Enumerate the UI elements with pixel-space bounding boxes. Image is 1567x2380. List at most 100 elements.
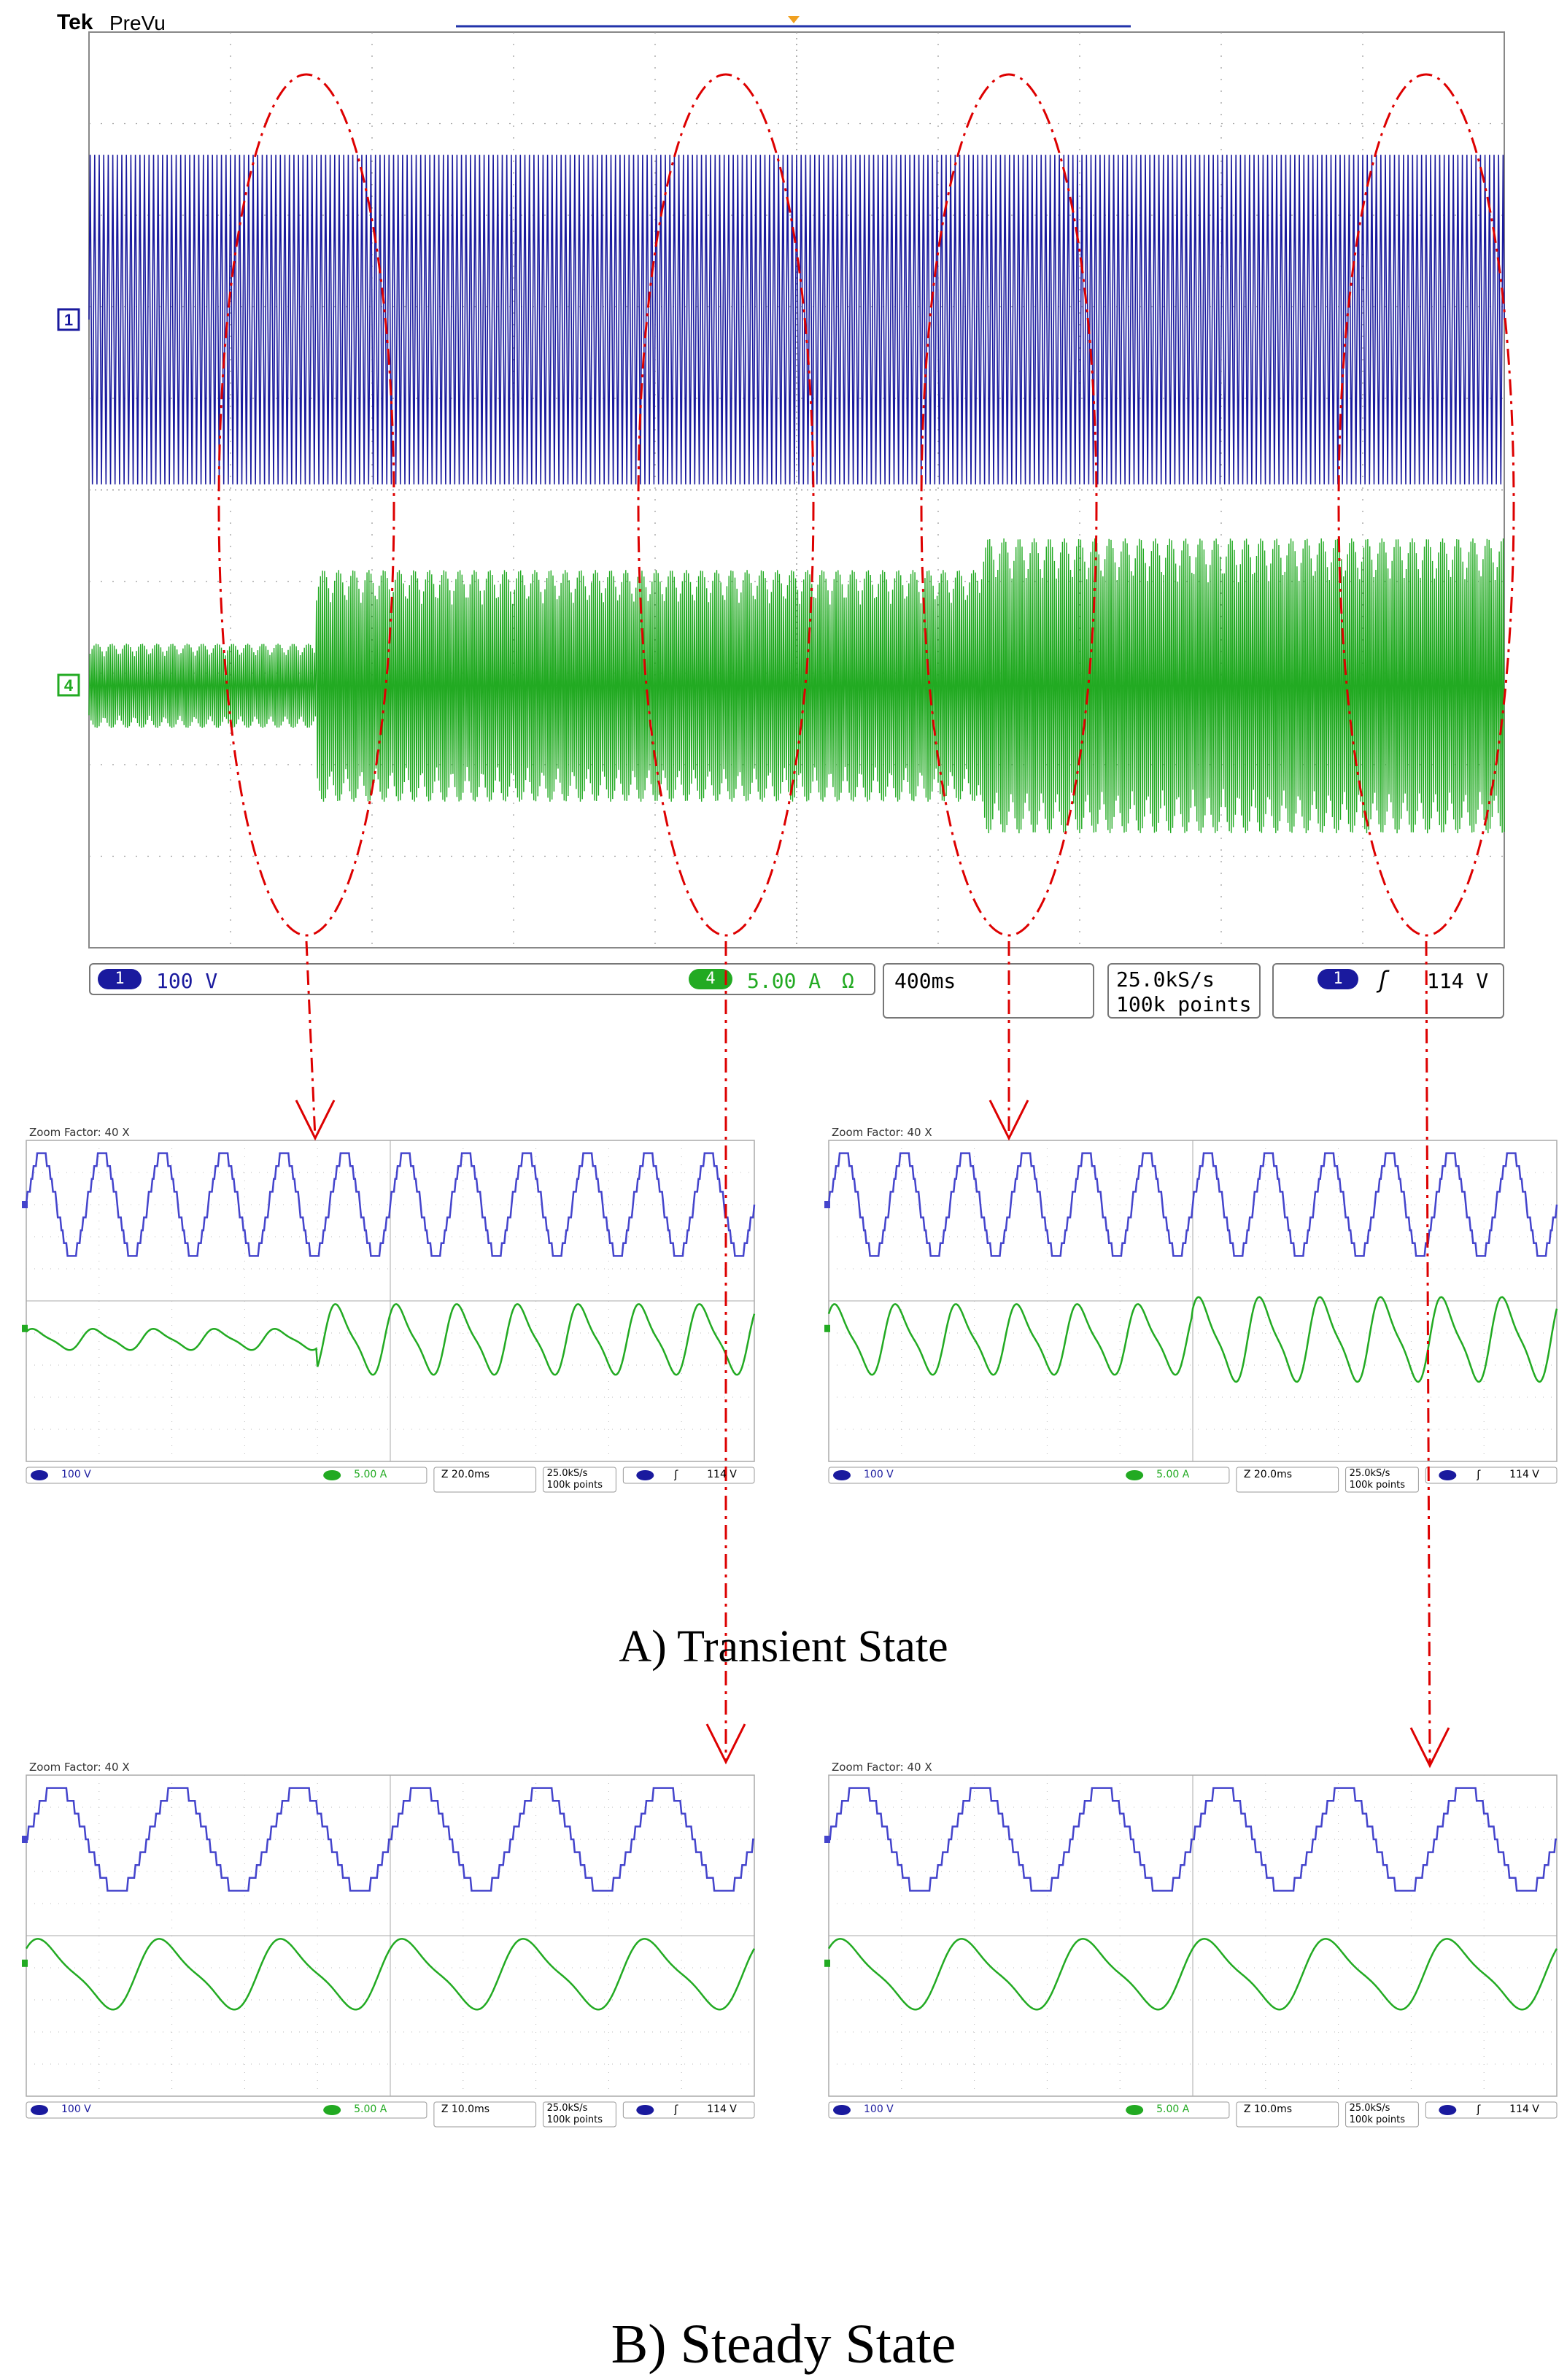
zoom-ch4-scale: 5.00 A	[1156, 2103, 1190, 2115]
ch1-scale: 100 V	[156, 969, 218, 993]
zoom-ch1-badge	[833, 2105, 851, 2115]
zoom-panel-4	[824, 1774, 1558, 2128]
zoom-ch4-marker	[824, 1959, 830, 1967]
trigger-level: 114 V	[1427, 969, 1489, 993]
zoom-ch1-marker	[22, 1836, 28, 1843]
zoom-sample-rate: 25.0kS/s	[546, 1468, 588, 1479]
trigger-channel-badge: 1	[1318, 969, 1358, 989]
zoom-ch1-trace	[25, 1152, 756, 1257]
ch4-badge: 4	[689, 969, 732, 989]
zoom-sample-rate: 25.0kS/s	[1349, 1468, 1390, 1479]
zoom-ch1-scale: 100 V	[61, 1469, 91, 1480]
zoom-ch1-scale: 100 V	[864, 2103, 894, 2115]
zoom-ch1-scale: 100 V	[61, 2103, 91, 2115]
zoom-panel-3	[22, 1774, 756, 2128]
annotation-ellipse-2	[637, 73, 815, 937]
trigger-box: 1 ʃ 114 V	[1272, 963, 1504, 1019]
annotation-arrow-head-3	[988, 1100, 1029, 1141]
trigger-position-marker	[788, 16, 800, 23]
zoom-ch1-marker	[22, 1201, 28, 1208]
annotation-arrow-head-2	[705, 1723, 746, 1765]
zoom-timebase: Z 20.0ms	[1243, 1469, 1293, 1480]
zoom-ch1-badge	[833, 1470, 851, 1480]
zoom-trigger-level: 114 V	[1509, 2103, 1539, 2115]
zoom-ch4-trace	[827, 1938, 1558, 2011]
zoom-ch4-badge	[1126, 2105, 1144, 2115]
zoom-frame	[828, 1140, 1558, 1462]
zoom-trigger-slope: ʃ	[674, 2103, 678, 2116]
ch1-badge: 1	[98, 969, 142, 989]
zoom-ch4-badge	[323, 2105, 341, 2115]
zoom-frame	[828, 1774, 1558, 2097]
zoom-trig-badge	[1439, 1470, 1457, 1480]
ch4-unit-symbol: Ω	[842, 969, 854, 993]
zoom-record-length: 100k points	[1349, 1480, 1405, 1491]
zoom-record-length: 100k points	[1349, 2114, 1405, 2125]
zoom-trigger-slope: ʃ	[674, 1468, 678, 1481]
zoom-factor-label: Zoom Factor: 40 X	[29, 1126, 130, 1139]
zoom-trigger-slope: ʃ	[1477, 2103, 1481, 2116]
acquisition-box: 25.0kS/s 100k points	[1107, 963, 1261, 1019]
zoom-trigger-level: 114 V	[1509, 1469, 1539, 1480]
ch1-ground-marker: 1	[57, 308, 80, 331]
caption-transient: A) Transient State	[619, 1622, 948, 1672]
zoom-ch1-marker	[824, 1201, 830, 1208]
zoom-ch1-trace	[829, 1787, 1557, 1892]
zoom-ch4-trace	[827, 1296, 1558, 1383]
zoom-ch4-marker	[22, 1959, 28, 1967]
zoom-ch4-badge	[323, 1470, 341, 1480]
zoom-trigger-level: 114 V	[707, 2103, 737, 2115]
timebase-box: 400ms	[883, 963, 1094, 1019]
zoom-panel-2	[824, 1140, 1558, 1493]
svg-text:4: 4	[64, 676, 74, 695]
mode-label: PreVu	[109, 12, 166, 34]
ch4-scale: 5.00 A	[747, 969, 821, 993]
zoom-frame	[26, 1140, 755, 1462]
annotation-ellipses	[217, 73, 1515, 937]
record-length: 100k points	[1116, 992, 1252, 1016]
zoom-ch1-scale: 100 V	[864, 1469, 894, 1480]
zoom-ch4-scale: 5.00 A	[354, 2103, 387, 2115]
zoom-trig-badge	[1439, 2105, 1457, 2115]
zoom-ch1-marker	[824, 1836, 830, 1843]
zoom-sample-rate: 25.0kS/s	[1349, 2103, 1390, 2114]
zoom-panel-1	[22, 1140, 756, 1493]
main-scope-display: 1 4	[57, 16, 1515, 948]
zoom-trig-badge	[636, 2105, 654, 2115]
ch4-waveform	[88, 538, 1505, 834]
zoom-timebase: Z 10.0ms	[1243, 2103, 1293, 2115]
annotation-ellipse-1	[217, 73, 395, 937]
annotation-ellipse-4	[1337, 73, 1515, 937]
annotation-arrow-head-1	[295, 1100, 336, 1141]
zoom-ch1-badge	[31, 2105, 48, 2115]
zoom-record-length: 100k points	[546, 1480, 603, 1491]
caption-steady: B) Steady State	[611, 2314, 956, 2375]
ch1-trace	[88, 155, 1505, 484]
zoom-ch4-marker	[824, 1324, 830, 1332]
timebase-value: 400ms	[894, 969, 956, 993]
zoom-factor-label: Zoom Factor: 40 X	[832, 1126, 932, 1139]
zoom-ch4-badge	[1126, 1470, 1144, 1480]
trigger-slope-icon: ʃ	[1376, 966, 1390, 994]
zoom-trig-badge	[636, 1470, 654, 1480]
zoom-trigger-slope: ʃ	[1477, 1468, 1481, 1481]
zoom-record-length: 100k points	[546, 2114, 603, 2125]
zoom-ch1-badge	[31, 1470, 48, 1480]
zoom-ch4-scale: 5.00 A	[1156, 1469, 1190, 1480]
zoom-ch4-marker	[22, 1324, 28, 1332]
svg-text:1: 1	[64, 311, 73, 329]
annotation-ellipse-3	[920, 73, 1098, 937]
ch1-ch4-status-box: 1 100 V 4 5.00 A Ω	[89, 963, 875, 995]
zoom-ch1-trace	[827, 1152, 1558, 1257]
zoom-frame	[26, 1774, 755, 2097]
brand-label: Tek	[57, 10, 93, 34]
sample-rate: 25.0kS/s	[1116, 967, 1215, 992]
zoom-timebase: Z 20.0ms	[441, 1469, 490, 1480]
zoom-ch4-trace	[25, 1938, 756, 2011]
ch1-waveform	[88, 155, 1505, 484]
zoom-ch4-trace	[26, 1303, 756, 1376]
zoom-sample-rate: 25.0kS/s	[546, 2103, 588, 2114]
zoom-ch4-scale: 5.00 A	[354, 1469, 387, 1480]
zoom-ch1-trace	[26, 1787, 754, 1892]
zoom-trigger-level: 114 V	[707, 1469, 737, 1480]
